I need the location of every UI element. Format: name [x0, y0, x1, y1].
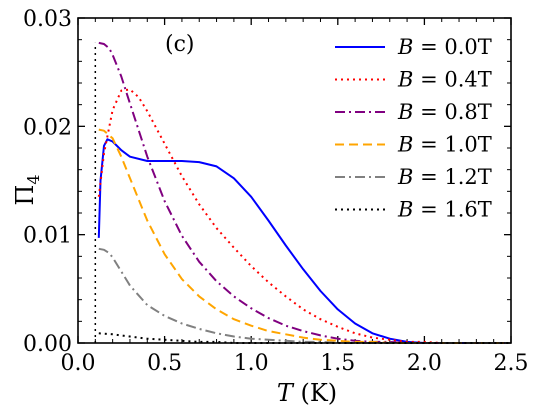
- x-tick-label: 2.5: [494, 351, 529, 376]
- x-tick-label: 1.0: [234, 351, 269, 376]
- legend-label-value: = 1.0T: [413, 133, 491, 157]
- y-axis-label: Π4: [11, 174, 43, 205]
- x-axis-label-unit: (K): [293, 379, 337, 407]
- legend-label-5: B = 1.6T: [397, 198, 492, 222]
- series-line-4: [98, 247, 511, 344]
- plot-frame: [77, 17, 512, 344]
- legend-label-var: B: [397, 198, 413, 222]
- series-line-3: [98, 128, 511, 344]
- legend-label-var: B: [397, 133, 413, 157]
- y-tick-label: 0.03: [23, 7, 72, 32]
- legend-label-value: = 1.2T: [413, 165, 491, 189]
- x-axis-label: T (K): [277, 379, 337, 407]
- y-tick-label: 0.02: [23, 115, 72, 140]
- legend-label-3: B = 1.0T: [397, 133, 492, 157]
- x-tick-label: 0.0: [61, 351, 96, 376]
- y-tick-label: 0.01: [23, 224, 72, 249]
- x-tick-label: 0.5: [147, 351, 182, 376]
- legend-label-var: B: [397, 35, 413, 59]
- y-axis-label-sub: 4: [24, 174, 43, 184]
- legend-label-4: B = 1.2T: [397, 165, 492, 189]
- legend-label-1: B = 0.4T: [397, 68, 492, 92]
- legend-label-var: B: [397, 68, 413, 92]
- x-tick-label: 1.5: [320, 351, 355, 376]
- legend-label-var: B: [397, 165, 413, 189]
- legend-label-value: = 0.0T: [413, 35, 491, 59]
- x-axis-label-symbol: T: [277, 379, 295, 407]
- legend: B = 0.0TB = 0.4TB = 0.8TB = 1.0TB = 1.2T…: [335, 35, 492, 222]
- panel-label: (c): [165, 32, 195, 57]
- legend-label-2: B = 0.8T: [397, 100, 492, 124]
- axis-ticks: 0.0 0.5 1.0 1.5 2.0 2.5 0.00 0.01 0.02 0.03: [23, 7, 528, 376]
- legend-label-value: = 0.8T: [413, 100, 491, 124]
- legend-label-value: = 1.6T: [413, 198, 491, 222]
- x-tick-label: 2.0: [407, 351, 442, 376]
- legend-label-var: B: [397, 100, 413, 124]
- legend-label-0: B = 0.0T: [397, 35, 492, 59]
- legend-label-value: = 0.4T: [413, 68, 491, 92]
- y-tick-label: 0.00: [23, 332, 72, 357]
- y-axis-label-base: Π: [11, 185, 39, 206]
